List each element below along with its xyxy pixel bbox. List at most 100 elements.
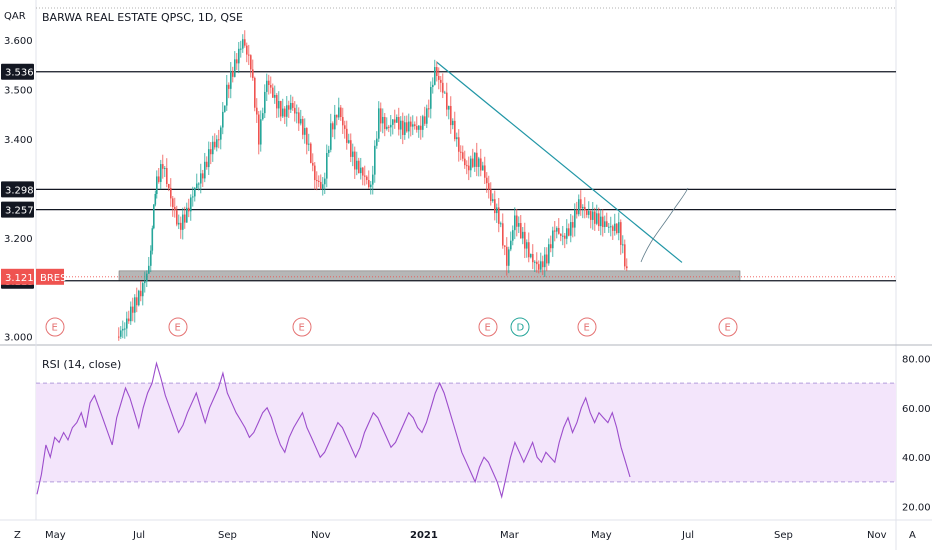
price-tick-label: 3.500 (4, 86, 33, 97)
candle-body (600, 216, 602, 227)
candle-body (572, 222, 574, 228)
level-tag-bg (1, 181, 34, 198)
main-pane-background (36, 8, 896, 344)
candle-body (330, 123, 332, 150)
candle-body (286, 105, 288, 117)
candle-body (418, 125, 420, 130)
candle-body (224, 105, 226, 112)
candle-body (382, 116, 384, 124)
support-zone-rect[interactable] (118, 270, 741, 282)
time-tick-label: Mar (500, 530, 520, 541)
level-tag-label: 3.536 (5, 68, 34, 79)
candle-body (302, 118, 304, 135)
rsi-band (36, 382, 896, 483)
candle-body (340, 107, 342, 118)
candle-body (260, 119, 262, 145)
trendline-group[interactable] (436, 61, 689, 263)
level-tag-label: 3.257 (5, 206, 34, 217)
candle-body (178, 222, 180, 225)
candle-body (128, 318, 130, 322)
candle-body (374, 145, 376, 175)
candle-body (344, 125, 346, 129)
last-price-tag-bg (1, 268, 34, 285)
candle-body (242, 39, 244, 49)
event-label: E (175, 323, 181, 334)
candle-body (472, 158, 474, 167)
candle-body (230, 71, 232, 89)
horizontal-levels[interactable] (36, 71, 896, 282)
time-tick-label: Sep (218, 530, 237, 541)
candle-body (604, 221, 606, 228)
candle-body (368, 179, 370, 188)
candle-body (296, 112, 298, 114)
candle-body (320, 181, 322, 189)
candle-body (200, 173, 202, 184)
candle-body (204, 161, 206, 179)
candle-body (466, 165, 468, 167)
candle-body (402, 120, 404, 135)
candle-body (246, 45, 248, 55)
candle-body (208, 149, 210, 168)
candle-body (348, 140, 350, 143)
candle-body (614, 223, 616, 231)
candles-group (118, 30, 628, 341)
candle-body (460, 151, 462, 153)
candle-body (342, 117, 344, 126)
event-marker (718, 317, 738, 337)
candle-body (214, 141, 216, 148)
event-marker (168, 317, 188, 337)
a-button[interactable]: A (909, 530, 916, 541)
candle-body (364, 175, 366, 177)
event-label: E (725, 323, 731, 334)
candle-body (428, 108, 430, 110)
candle-body (440, 79, 442, 83)
candle-body (124, 328, 126, 330)
candle-body (544, 254, 546, 268)
candle-body (308, 143, 310, 145)
candle-body (228, 84, 230, 89)
candle-body (436, 67, 438, 76)
candle-body (154, 193, 157, 205)
candle-body (536, 261, 538, 265)
candle-body (164, 168, 166, 170)
candle-body (358, 160, 360, 174)
candle-body (232, 71, 234, 77)
candle-body (276, 94, 278, 109)
candle-body (234, 59, 236, 77)
event-marker (292, 317, 312, 337)
candle-body (500, 223, 502, 225)
candle-body (408, 121, 410, 132)
candle-body (250, 55, 252, 70)
candle-body (516, 215, 518, 227)
symbol-tag-label: BRES (40, 273, 66, 284)
candle-body (564, 235, 566, 239)
candle-body (284, 108, 286, 117)
candle-body (454, 120, 456, 140)
candle-body (272, 87, 274, 98)
candle-body (306, 128, 308, 145)
candle-body (498, 207, 500, 224)
candle-body (464, 158, 466, 166)
candle-body (162, 164, 164, 169)
candle-body (258, 114, 260, 145)
candle-body (590, 211, 592, 220)
candle-body (206, 161, 208, 168)
candle-body (410, 121, 412, 127)
candle-body (462, 152, 464, 159)
candle-body (118, 336, 120, 338)
candle-body (538, 264, 540, 270)
candle-body (318, 180, 320, 182)
candle-body (556, 227, 558, 232)
candle-body (486, 177, 488, 184)
candle-body (422, 116, 424, 130)
z-button[interactable]: Z (14, 530, 21, 541)
candle-body (292, 103, 294, 108)
candle-body (568, 228, 570, 236)
rsi-series-line (36, 361, 631, 499)
candle-body (140, 290, 142, 297)
candle-body (326, 153, 328, 179)
candle-body (252, 69, 254, 78)
